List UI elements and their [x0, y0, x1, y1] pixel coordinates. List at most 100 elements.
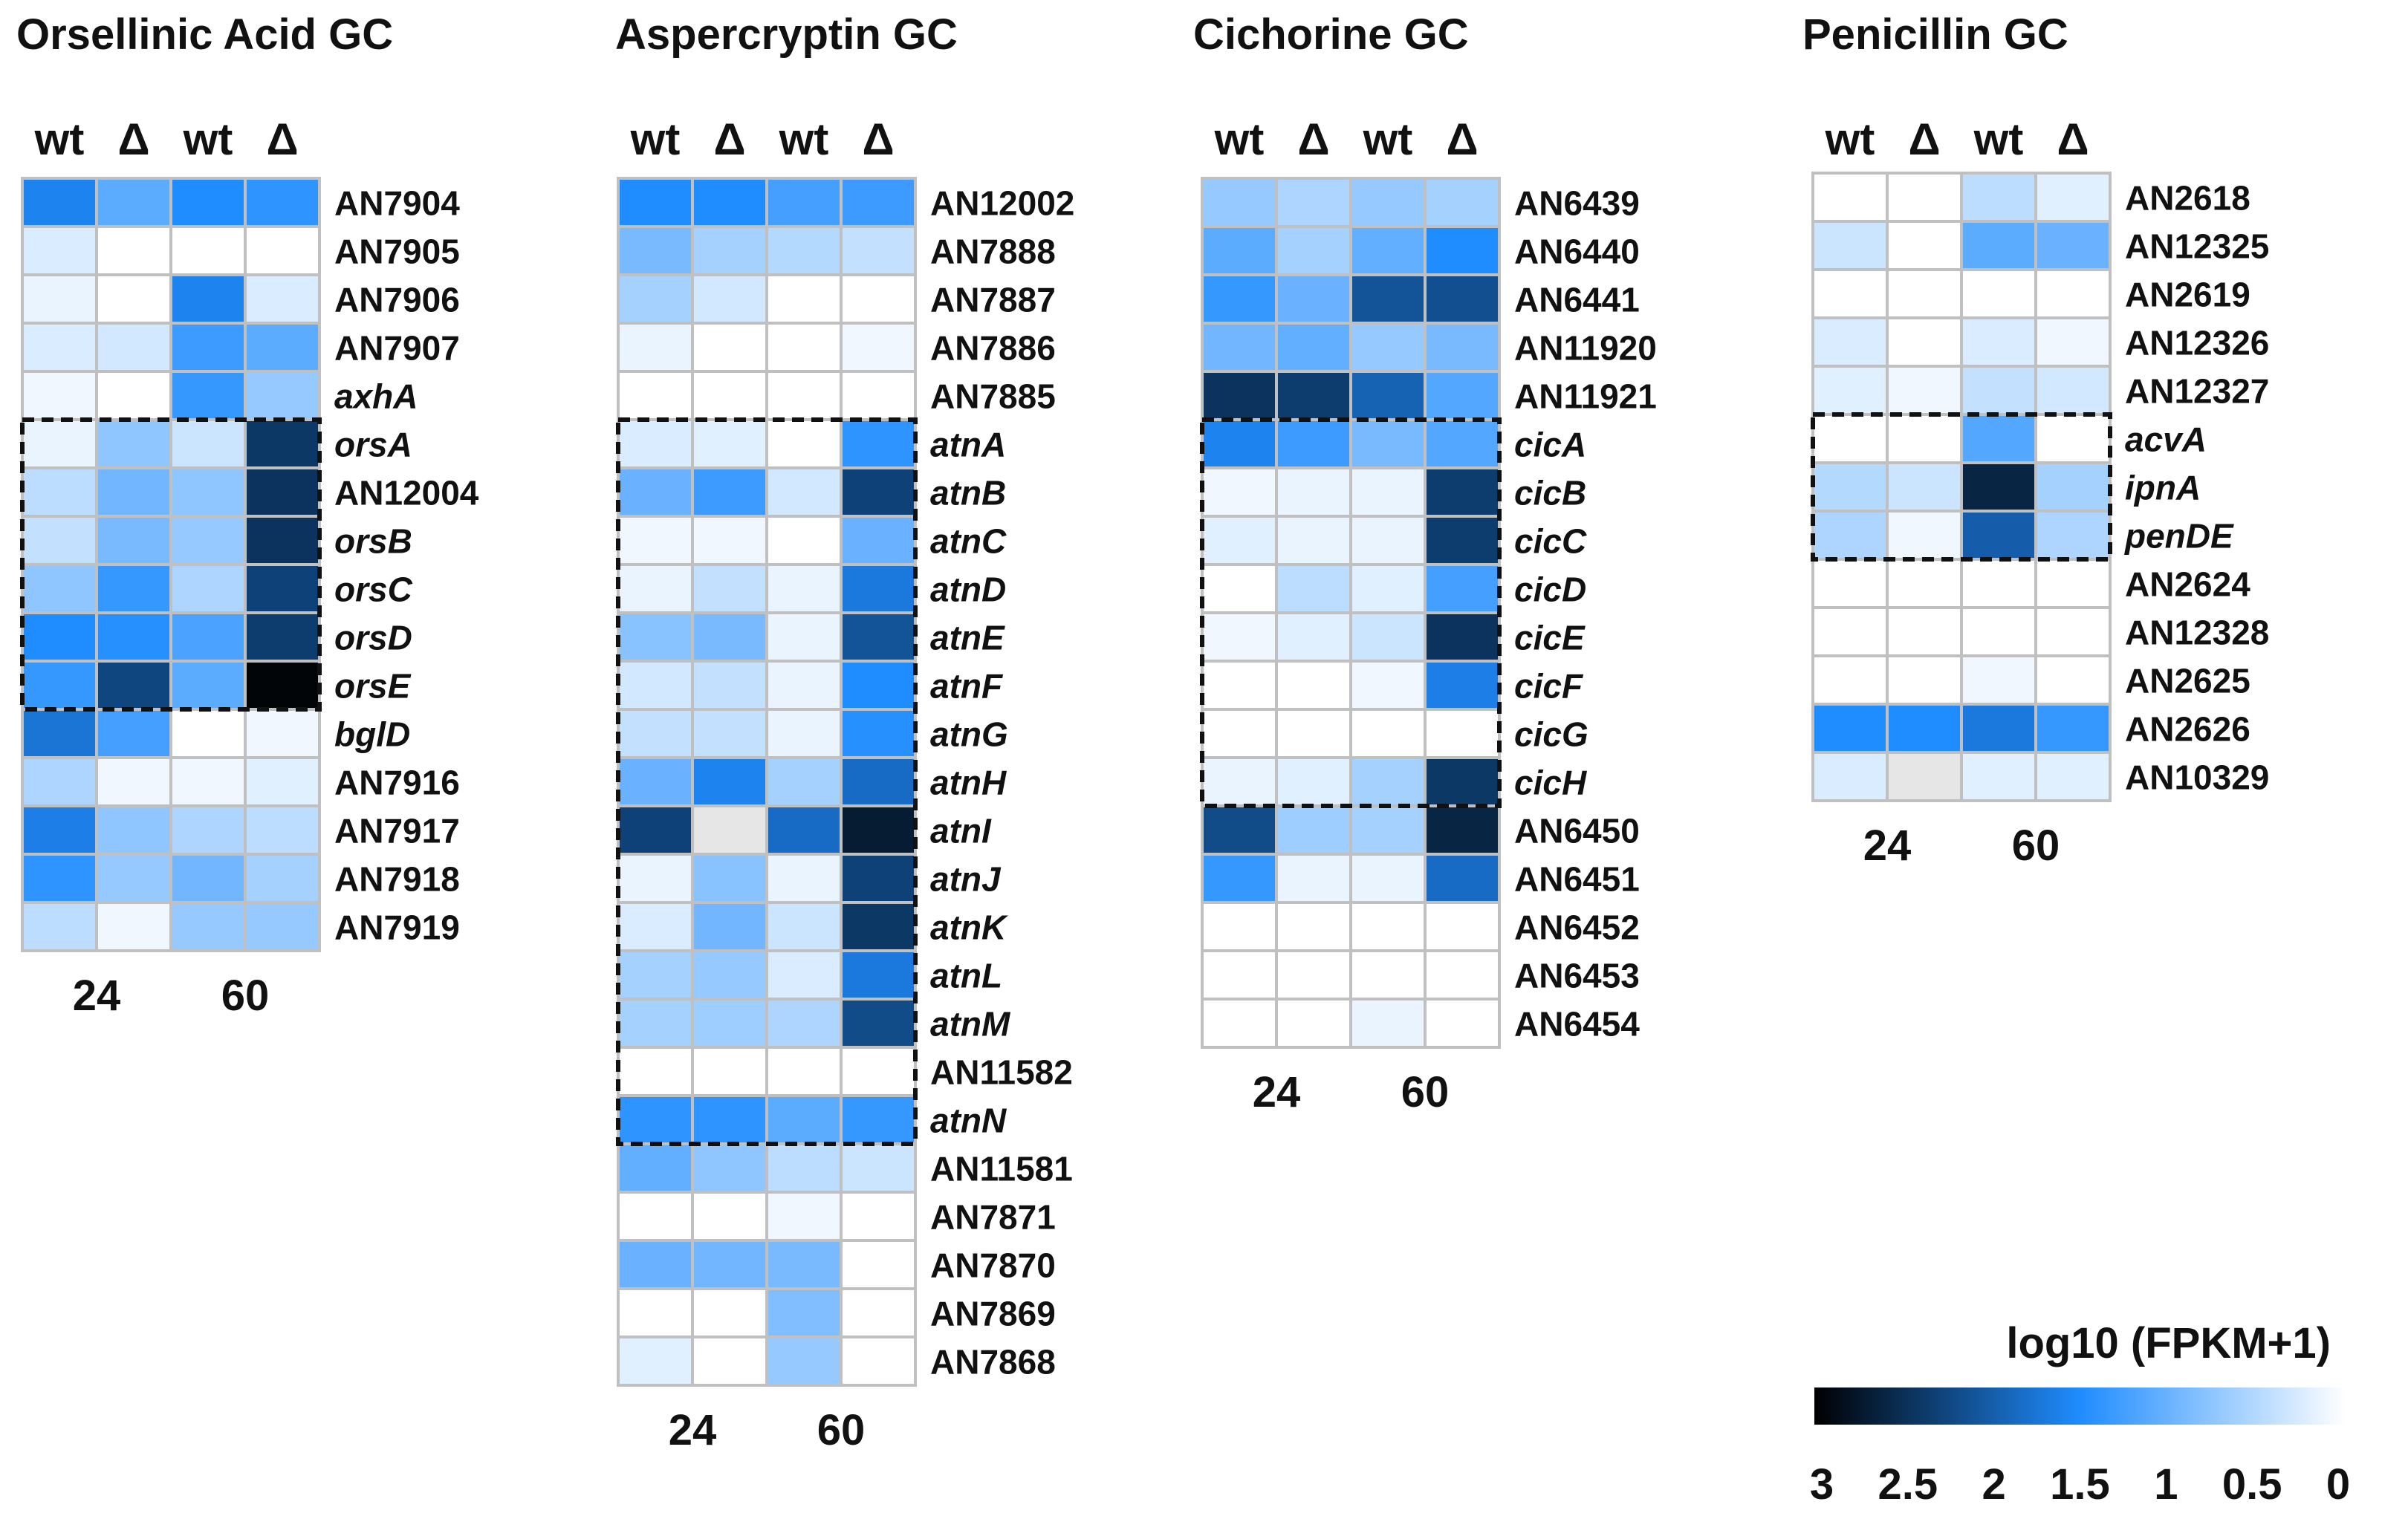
heatmap-cell — [1275, 273, 1352, 325]
heatmap-cell — [1424, 804, 1501, 856]
heatmap-cell — [1811, 461, 1889, 513]
heatmap-cell — [2034, 461, 2112, 513]
gene-label: atnK — [930, 908, 1008, 947]
heatmap-cell — [1201, 660, 1278, 711]
heatmap-cell — [1424, 563, 1501, 614]
gene-label: AN7906 — [334, 281, 460, 319]
heatmap-cell — [1424, 949, 1501, 1001]
heatmap-cell — [1811, 703, 1889, 754]
heatmap-cell — [1201, 949, 1278, 1001]
column-label: Δ — [862, 114, 894, 164]
heatmap-cell — [765, 708, 843, 759]
gene-label: atnB — [930, 474, 1006, 513]
heatmap-cell — [1349, 611, 1427, 663]
heatmap-cell — [95, 515, 172, 566]
heatmap-cell — [244, 370, 321, 421]
column-label: wt — [779, 114, 829, 164]
heatmap-cell — [1349, 225, 1427, 276]
heatmap-cell — [21, 322, 98, 373]
heatmap-cell — [840, 660, 917, 711]
heatmap-cell — [765, 1336, 843, 1387]
heatmap-cell — [1424, 273, 1501, 325]
heatmap-cell — [95, 273, 172, 325]
heatmap-cell — [691, 949, 768, 1001]
heatmap-cell — [169, 708, 247, 759]
gene-label: AN10329 — [2125, 758, 2269, 797]
heatmap-cell — [1201, 756, 1278, 807]
heatmap-cell — [617, 998, 694, 1049]
heatmap-cell — [1349, 418, 1427, 469]
panel-title: Cichorine GC — [1193, 10, 1469, 59]
heatmap-cell — [1960, 220, 2037, 271]
gene-label: AN7888 — [930, 232, 1056, 271]
heatmap-cell — [765, 563, 843, 614]
heatmap-cell — [840, 177, 917, 228]
gene-label: AN6441 — [1514, 281, 1640, 319]
heatmap-cell — [691, 1094, 768, 1145]
heatmap-cell — [95, 418, 172, 469]
heatmap-cell — [617, 1094, 694, 1145]
heatmap-cell — [21, 370, 98, 421]
heatmap-cell — [765, 515, 843, 566]
heatmap-cell — [1349, 515, 1427, 566]
heatmap-cell — [840, 322, 917, 373]
heatmap-cell — [765, 998, 843, 1049]
column-label: wt — [1973, 114, 2024, 164]
heatmap-cell — [1424, 177, 1501, 228]
heatmap-cell — [1275, 322, 1352, 373]
heatmap-cell — [95, 370, 172, 421]
heatmap-cell — [1960, 461, 2037, 513]
heatmap-cell — [169, 853, 247, 904]
heatmap-cell — [840, 418, 917, 469]
heatmap-cell — [1960, 606, 2037, 657]
gene-label: AN7868 — [930, 1343, 1056, 1382]
gene-label: AN7917 — [334, 812, 460, 850]
heatmap-cell — [21, 515, 98, 566]
heatmap-cell — [1811, 751, 1889, 802]
gene-label: AN11581 — [930, 1150, 1073, 1188]
heatmap-cell — [617, 418, 694, 469]
heatmap-cell — [1275, 370, 1352, 421]
heatmap-cell — [691, 225, 768, 276]
heatmap-cell — [95, 901, 172, 952]
heatmap-cell — [1811, 558, 1889, 609]
heatmap-cell — [169, 660, 247, 711]
heatmap-cell — [691, 273, 768, 325]
heatmap-cell — [617, 804, 694, 856]
gene-label: cicH — [1514, 764, 1587, 802]
heatmap-cell — [1201, 370, 1278, 421]
heatmap-cell — [691, 1287, 768, 1338]
heatmap-cell — [1960, 172, 2037, 223]
heatmap-cell — [1811, 365, 1889, 416]
color-scale-tick: 2 — [1982, 1460, 2006, 1509]
heatmap-cell — [840, 1287, 917, 1338]
heatmap-cell — [840, 466, 917, 518]
heatmap-cell — [840, 1336, 917, 1387]
heatmap-cell — [169, 273, 247, 325]
heatmap-cell — [2034, 220, 2112, 271]
heatmap-cell — [840, 563, 917, 614]
heatmap-cell — [691, 853, 768, 904]
heatmap-cell — [1424, 322, 1501, 373]
heatmap-cell — [1349, 708, 1427, 759]
gene-label: AN7870 — [930, 1246, 1056, 1285]
heatmap-cell — [21, 273, 98, 325]
gene-label: cicE — [1514, 619, 1586, 657]
heatmap-cell — [244, 756, 321, 807]
heatmap-cell — [2034, 413, 2112, 464]
heatmap-cell — [169, 756, 247, 807]
heatmap-cell — [617, 1046, 694, 1097]
gene-label: AN6440 — [1514, 232, 1640, 271]
heatmap-cell — [1275, 998, 1352, 1049]
gene-label: atnG — [930, 715, 1008, 754]
heatmap-cell — [840, 756, 917, 807]
gene-label: axhA — [334, 377, 418, 416]
gene-label: AN2619 — [2125, 276, 2250, 314]
heatmap-cell — [1201, 998, 1278, 1049]
heatmap-cell — [617, 1336, 694, 1387]
heatmap-cell — [1201, 563, 1278, 614]
heatmap-cell — [1886, 751, 1963, 802]
heatmap-cell — [1201, 466, 1278, 518]
